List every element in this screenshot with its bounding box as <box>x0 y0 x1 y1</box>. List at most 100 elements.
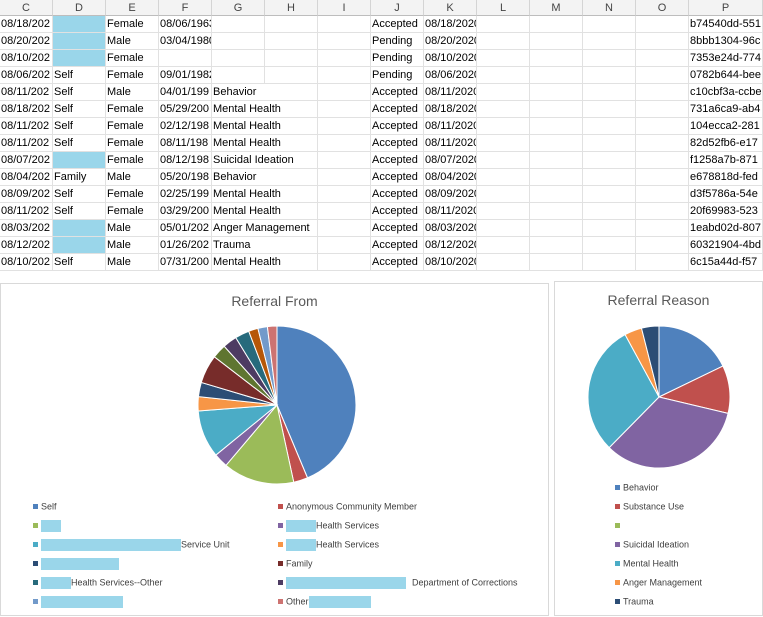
cell-o-1[interactable] <box>636 16 689 33</box>
cell-l-10[interactable] <box>477 169 530 186</box>
cell-o-12[interactable] <box>636 203 689 220</box>
cell-g-10[interactable]: Behavior <box>212 169 265 186</box>
cell-m-5[interactable] <box>530 84 583 101</box>
cell-f-9[interactable]: 08/12/198 <box>159 152 212 169</box>
cell-l-5[interactable] <box>477 84 530 101</box>
cell-d-5[interactable]: Self <box>53 84 106 101</box>
legend-entry[interactable]: Mental Health <box>615 557 679 569</box>
cell-h-13[interactable] <box>265 220 318 237</box>
cell-l-7[interactable] <box>477 118 530 135</box>
cell-i-6[interactable] <box>318 101 371 118</box>
legend-entry[interactable] <box>33 519 61 532</box>
cell-d-1[interactable] <box>53 16 106 33</box>
cell-m-9[interactable] <box>530 152 583 169</box>
cell-j-14[interactable]: Accepted <box>371 237 424 254</box>
cell-p-12[interactable]: 20f69983-523 <box>689 203 763 220</box>
cell-m-2[interactable] <box>530 33 583 50</box>
cell-o-7[interactable] <box>636 118 689 135</box>
cell-e-10[interactable]: Male <box>106 169 159 186</box>
cell-n-13[interactable] <box>583 220 636 237</box>
cell-n-14[interactable] <box>583 237 636 254</box>
legend-entry[interactable]: Other <box>278 595 371 608</box>
cell-e-1[interactable]: Female <box>106 16 159 33</box>
cell-e-12[interactable]: Female <box>106 203 159 220</box>
cell-g-3[interactable] <box>212 50 265 67</box>
cell-d-7[interactable]: Self <box>53 118 106 135</box>
cell-h-12[interactable] <box>265 203 318 220</box>
cell-m-3[interactable] <box>530 50 583 67</box>
cell-n-2[interactable] <box>583 33 636 50</box>
cell-f-6[interactable]: 05/29/200 <box>159 101 212 118</box>
legend-entry[interactable]: Behavior <box>615 481 659 493</box>
cell-o-8[interactable] <box>636 135 689 152</box>
cell-j-3[interactable]: Pending <box>371 50 424 67</box>
cell-j-2[interactable]: Pending <box>371 33 424 50</box>
column-header-p[interactable]: P <box>689 0 763 16</box>
cell-e-9[interactable]: Female <box>106 152 159 169</box>
cell-g-11[interactable]: Mental Health <box>212 186 281 203</box>
cell-g-6[interactable]: Mental Health <box>212 101 281 118</box>
cell-e-15[interactable]: Male <box>106 254 159 271</box>
cell-j-15[interactable]: Accepted <box>371 254 424 271</box>
cell-m-11[interactable] <box>530 186 583 203</box>
cell-p-14[interactable]: 60321904-4bd <box>689 237 763 254</box>
cell-p-1[interactable]: b74540dd-551 <box>689 16 763 33</box>
cell-l-2[interactable] <box>477 33 530 50</box>
cell-o-9[interactable] <box>636 152 689 169</box>
column-header-k[interactable]: K <box>424 0 477 16</box>
cell-f-10[interactable]: 05/20/198 <box>159 169 212 186</box>
cell-p-3[interactable]: 7353e24d-774 <box>689 50 763 67</box>
cell-g-2[interactable] <box>212 33 265 50</box>
legend-entry[interactable]: Health Services--Other <box>33 576 163 589</box>
cell-e-8[interactable]: Female <box>106 135 159 152</box>
legend-entry[interactable] <box>33 557 119 570</box>
cell-c-5[interactable]: 08/11/202 <box>0 84 53 101</box>
cell-n-5[interactable] <box>583 84 636 101</box>
cell-d-9[interactable] <box>53 152 106 169</box>
cell-d-14[interactable] <box>53 237 106 254</box>
cell-j-4[interactable]: Pending <box>371 67 424 84</box>
cell-j-13[interactable]: Accepted <box>371 220 424 237</box>
cell-h-11[interactable] <box>265 186 318 203</box>
legend-entry[interactable]: Department of Corrections <box>412 576 518 588</box>
cell-o-4[interactable] <box>636 67 689 84</box>
cell-f-7[interactable]: 02/12/198 <box>159 118 212 135</box>
legend-entry[interactable]: Suicidal Ideation <box>615 538 689 550</box>
cell-m-8[interactable] <box>530 135 583 152</box>
cell-l-3[interactable] <box>477 50 530 67</box>
cell-o-10[interactable] <box>636 169 689 186</box>
cell-m-15[interactable] <box>530 254 583 271</box>
cell-e-7[interactable]: Female <box>106 118 159 135</box>
legend-entry[interactable]: Service Unit <box>33 538 230 551</box>
cell-c-10[interactable]: 08/04/202 <box>0 169 53 186</box>
cell-d-2[interactable] <box>53 33 106 50</box>
cell-c-7[interactable]: 08/11/202 <box>0 118 53 135</box>
cell-f-5[interactable]: 04/01/199 <box>159 84 212 101</box>
cell-c-9[interactable]: 08/07/202 <box>0 152 53 169</box>
cell-c-6[interactable]: 08/18/202 <box>0 101 53 118</box>
cell-k-14[interactable]: 08/12/2020 <box>424 237 477 254</box>
cell-k-9[interactable]: 08/07/2020 <box>424 152 477 169</box>
cell-c-11[interactable]: 08/09/202 <box>0 186 53 203</box>
column-header-o[interactable]: O <box>636 0 689 16</box>
cell-n-8[interactable] <box>583 135 636 152</box>
cell-d-4[interactable]: Self <box>53 67 106 84</box>
cell-m-13[interactable] <box>530 220 583 237</box>
cell-c-8[interactable]: 08/11/202 <box>0 135 53 152</box>
cell-m-14[interactable] <box>530 237 583 254</box>
cell-o-14[interactable] <box>636 237 689 254</box>
cell-i-15[interactable] <box>318 254 371 271</box>
cell-f-2[interactable]: 03/04/1980 <box>159 33 212 50</box>
cell-k-6[interactable]: 08/18/2020 <box>424 101 477 118</box>
cell-n-7[interactable] <box>583 118 636 135</box>
cell-e-14[interactable]: Male <box>106 237 159 254</box>
cell-k-3[interactable]: 08/10/2020 <box>424 50 477 67</box>
cell-j-5[interactable]: Accepted <box>371 84 424 101</box>
pie-slice-suicidal-ideation[interactable] <box>608 396 729 469</box>
cell-m-4[interactable] <box>530 67 583 84</box>
cell-k-7[interactable]: 08/11/2020 <box>424 118 477 135</box>
cell-j-9[interactable]: Accepted <box>371 152 424 169</box>
cell-l-14[interactable] <box>477 237 530 254</box>
cell-m-6[interactable] <box>530 101 583 118</box>
cell-f-14[interactable]: 01/26/202 <box>159 237 212 254</box>
